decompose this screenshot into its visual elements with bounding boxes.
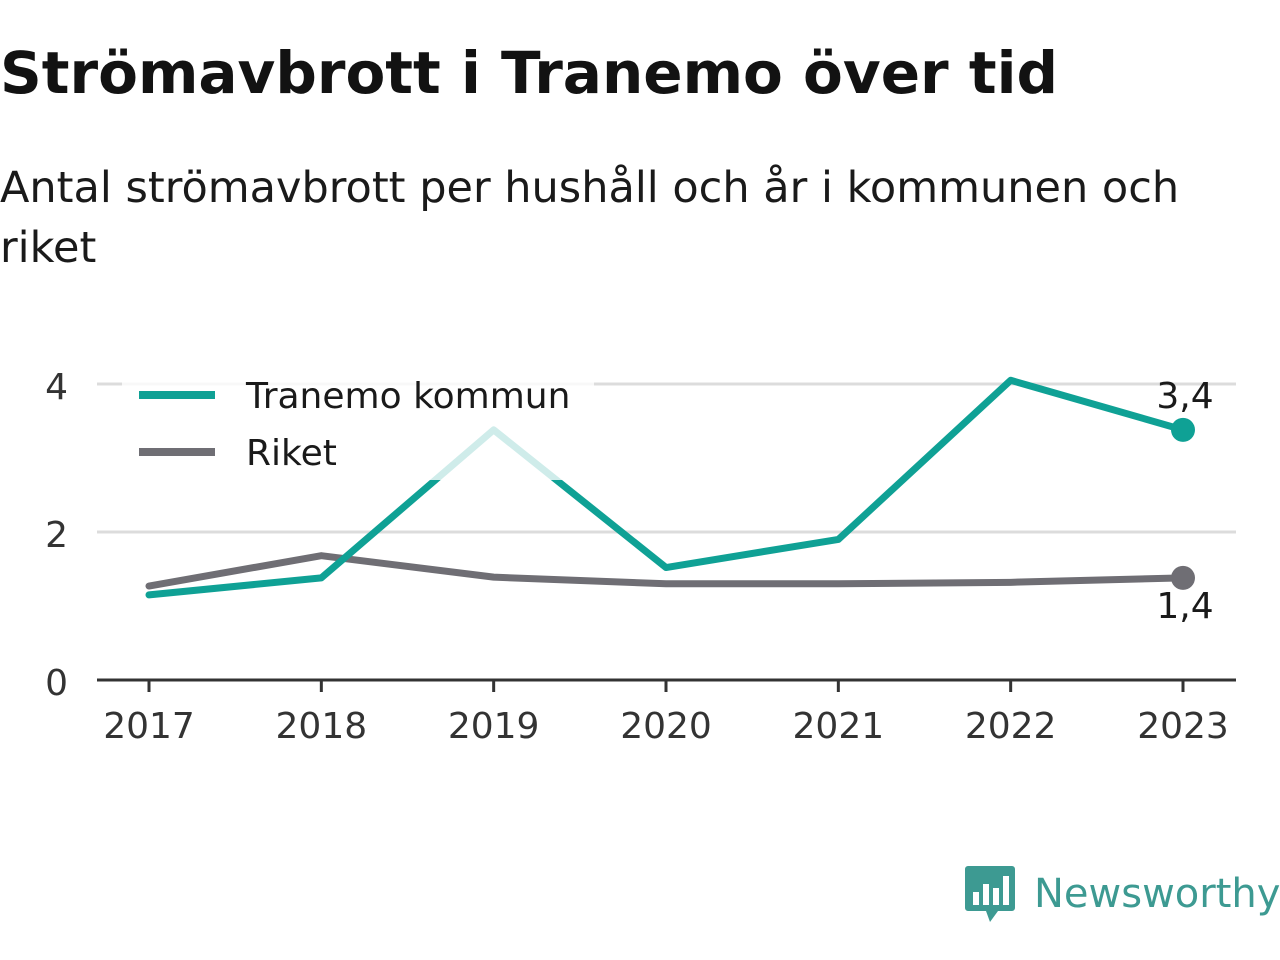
legend-background [122, 370, 594, 480]
x-tick-label: 2023 [1137, 706, 1229, 747]
x-tick-label: 2017 [103, 706, 195, 747]
series-endpoint [1171, 417, 1195, 442]
series-line-riket [145, 552, 1187, 590]
logo-text: Newsworthy [1034, 871, 1280, 917]
newsworthy-logo: Newsworthy [964, 864, 1280, 924]
series-line-tranemo [145, 376, 1187, 599]
chart-subtitle: Antal strömavbrott per hushåll och år i … [0, 163, 1180, 273]
bar-chart-speech-bubble-icon [965, 866, 1015, 922]
legend-label: Riket [246, 433, 337, 474]
y-tick-label: 4 [45, 367, 68, 408]
x-tick-label: 2019 [448, 706, 540, 747]
end-value-label: 3,4 [1156, 376, 1213, 417]
x-tick-label: 2018 [276, 706, 368, 747]
legend-label: Tranemo kommun [245, 376, 570, 417]
y-tick-label: 2 [45, 515, 68, 556]
y-tick-label: 0 [45, 663, 68, 704]
x-tick-label: 2020 [620, 706, 712, 747]
end-value-label: 1,4 [1156, 586, 1213, 627]
x-tick-label: 2022 [965, 706, 1057, 747]
x-tick-label: 2021 [793, 706, 885, 747]
series-endpoint [1171, 565, 1195, 590]
chart-title: Strömavbrott i Tranemo över tid [0, 39, 1058, 107]
